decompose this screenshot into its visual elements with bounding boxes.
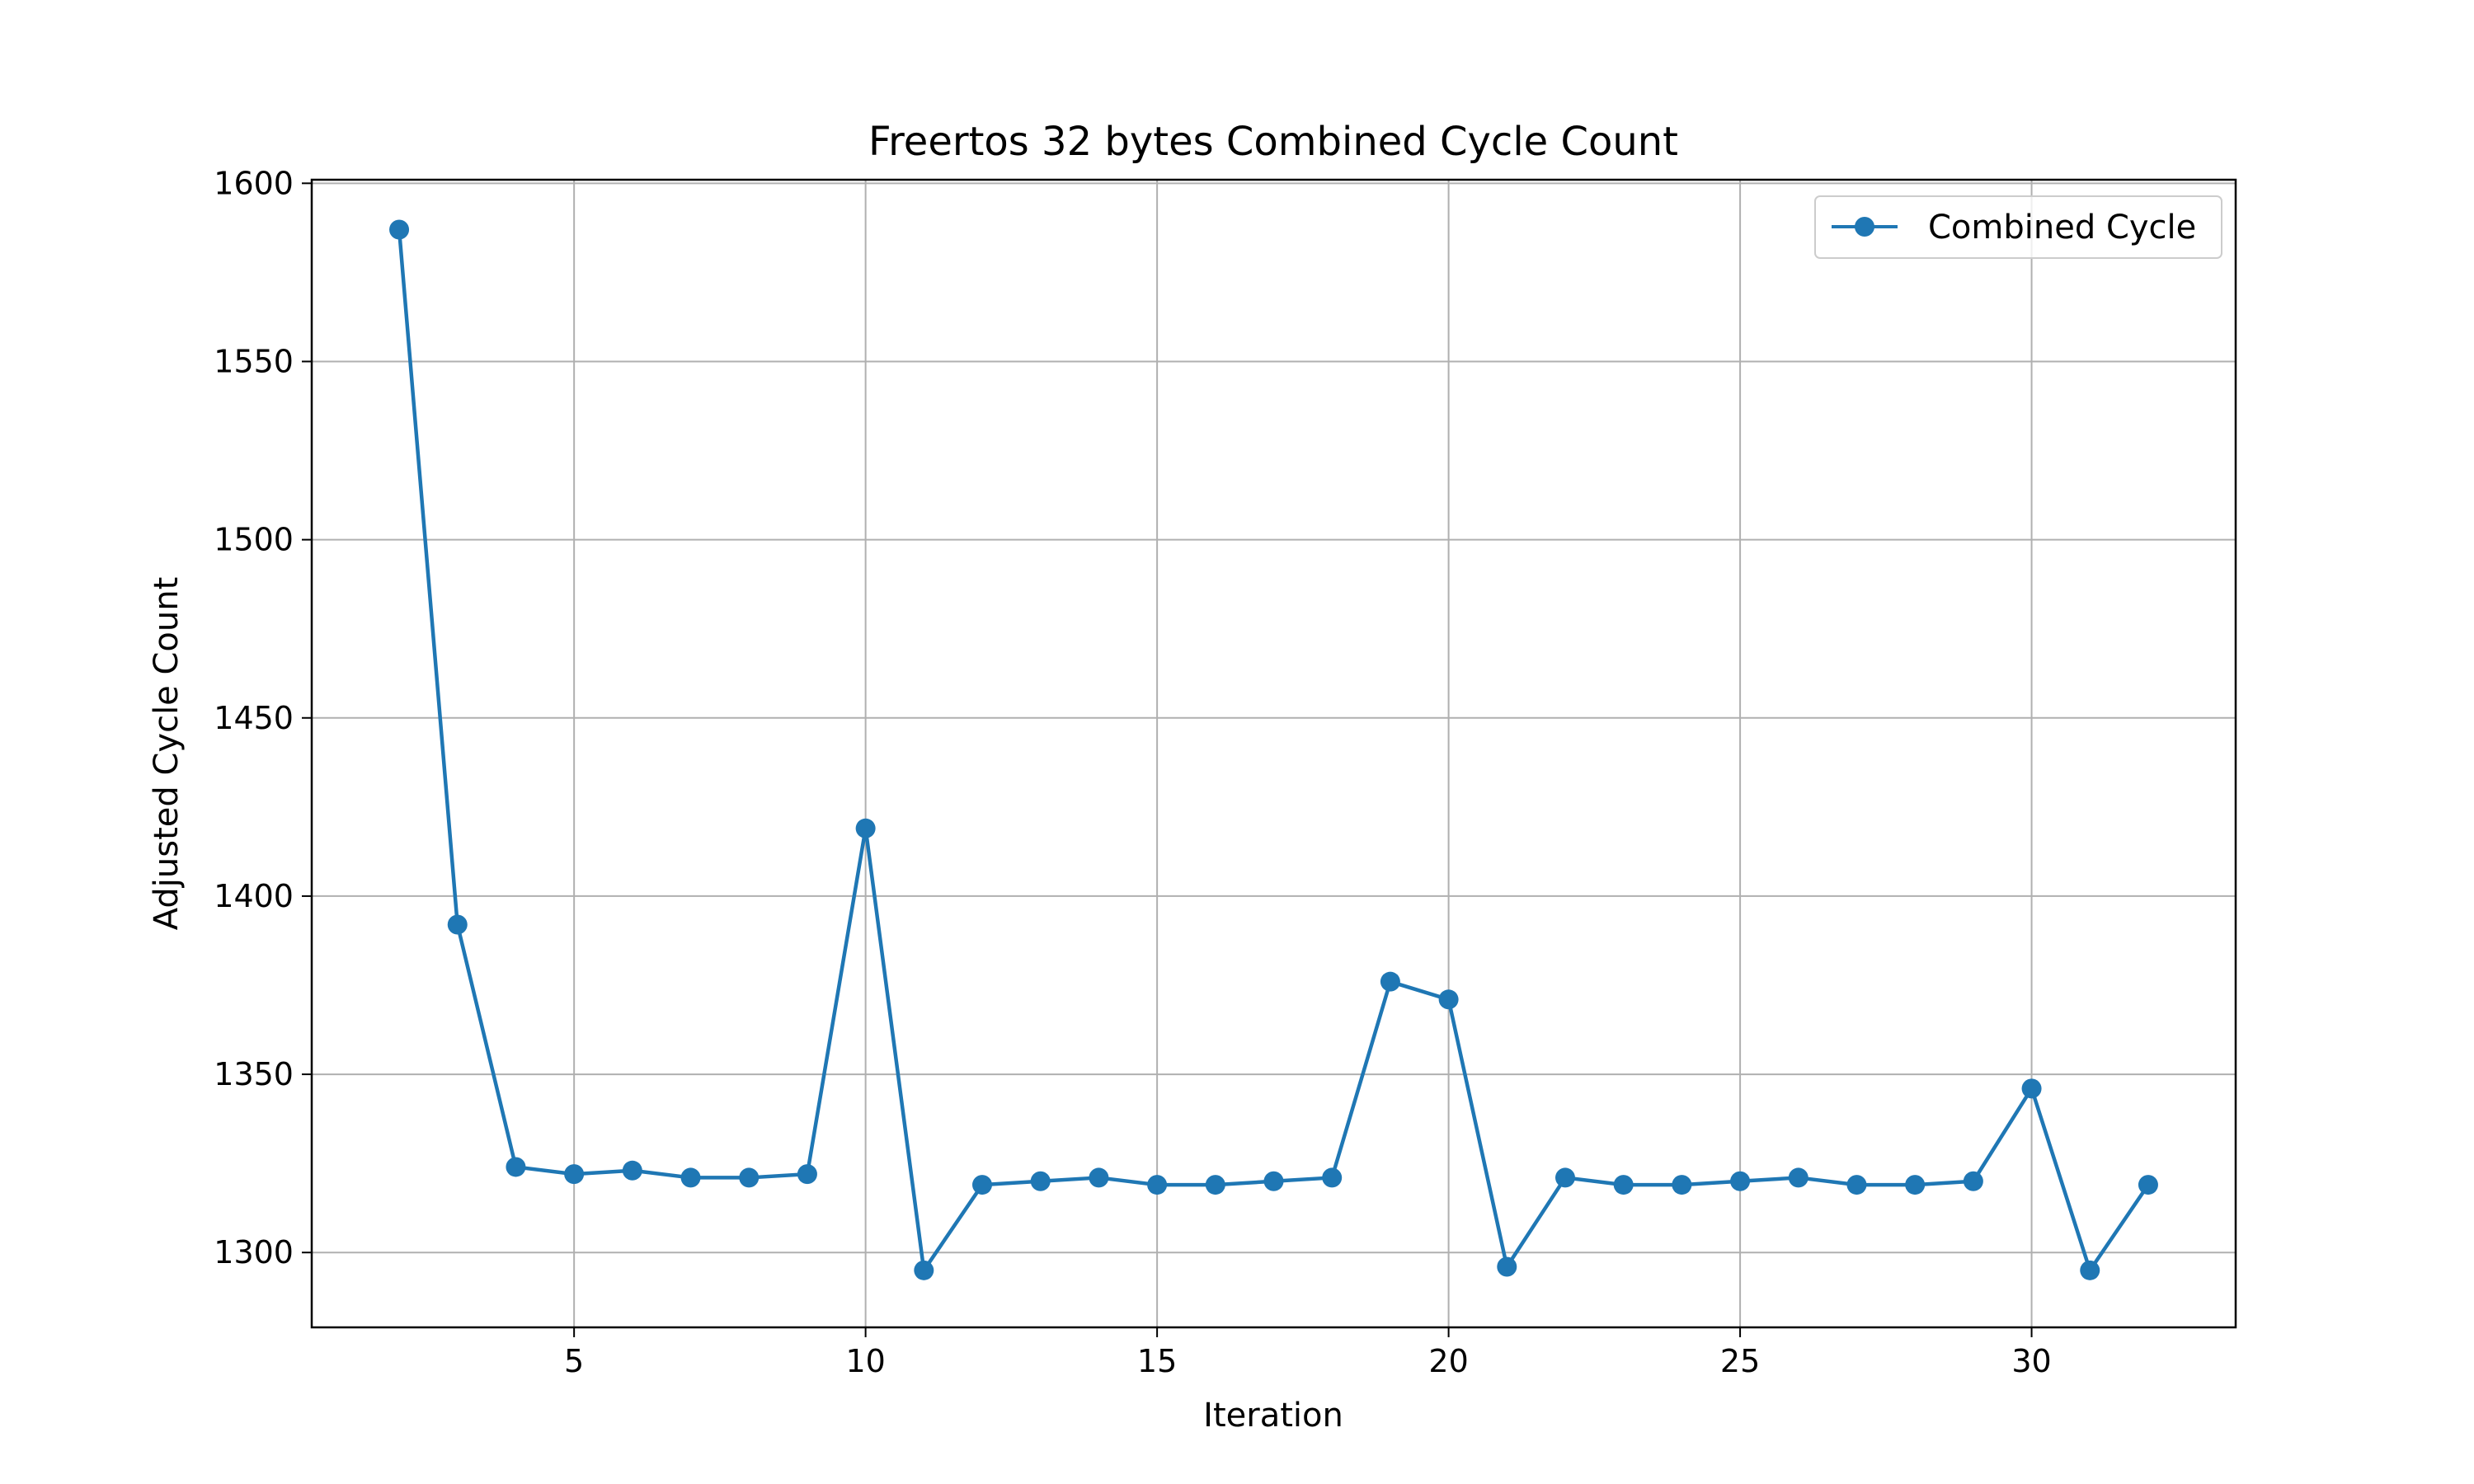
data-point: [680, 1167, 701, 1188]
y-tick-label: 1350: [214, 1056, 294, 1092]
legend-marker-swatch: [1855, 217, 1874, 237]
x-tick-label: 10: [845, 1343, 885, 1379]
data-point: [2080, 1260, 2100, 1280]
legend: Combined Cycle: [1814, 195, 2222, 259]
y-tick-label: 1550: [214, 343, 294, 379]
data-point: [389, 219, 410, 240]
data-point: [1263, 1171, 1284, 1191]
data-point: [1147, 1175, 1168, 1195]
y-axis-ticks: 1300 1350 1400 1450 1500 1550 1600: [214, 165, 312, 1270]
data-point: [739, 1167, 760, 1188]
data-point: [2138, 1175, 2158, 1195]
data-point: [855, 818, 876, 838]
data-point: [1963, 1171, 1983, 1191]
legend-box: [1814, 195, 2222, 259]
data-point: [1730, 1171, 1751, 1191]
data-point: [972, 1175, 993, 1195]
y-tick-label: 1450: [214, 700, 294, 736]
data-point: [1030, 1171, 1051, 1191]
x-tick-label: 30: [2011, 1343, 2051, 1379]
data-point: [1089, 1167, 1109, 1188]
data-point: [506, 1157, 526, 1177]
x-axis-ticks: 5 10 15 20 25 30: [564, 1327, 2052, 1379]
data-point: [1846, 1175, 1867, 1195]
x-tick-label: 20: [1428, 1343, 1468, 1379]
legend-label: Combined Cycle: [1928, 209, 2196, 247]
data-point: [622, 1160, 642, 1181]
data-point: [1613, 1175, 1634, 1195]
data-point: [797, 1164, 817, 1185]
x-tick-label: 15: [1137, 1343, 1177, 1379]
x-axis-label: Iteration: [1203, 1397, 1343, 1435]
data-point: [447, 914, 468, 935]
x-tick-label: 5: [564, 1343, 584, 1379]
y-tick-label: 1500: [214, 522, 294, 558]
data-point: [1322, 1167, 1343, 1188]
x-tick-label: 25: [1720, 1343, 1760, 1379]
data-point: [2021, 1078, 2042, 1099]
data-point: [1905, 1175, 1926, 1195]
data-point: [1554, 1167, 1575, 1188]
data-point: [1380, 971, 1400, 992]
y-tick-label: 1300: [214, 1234, 294, 1270]
data-point: [1672, 1175, 1692, 1195]
grid: [312, 180, 2236, 1327]
y-axis-label: Adjusted Cycle Count: [148, 577, 186, 931]
y-tick-label: 1400: [214, 878, 294, 914]
data-point: [1205, 1175, 1225, 1195]
data-point: [564, 1164, 585, 1185]
plot-frame: [310, 178, 2237, 1329]
y-tick-label: 1600: [214, 165, 294, 201]
data-point: [1438, 989, 1459, 1010]
series-layer: [389, 219, 2158, 1280]
data-point: [1497, 1256, 1517, 1277]
data-point: [914, 1260, 934, 1280]
chart-title: Freertos 32 bytes Combined Cycle Count: [868, 119, 1678, 165]
data-point: [1788, 1167, 1808, 1188]
